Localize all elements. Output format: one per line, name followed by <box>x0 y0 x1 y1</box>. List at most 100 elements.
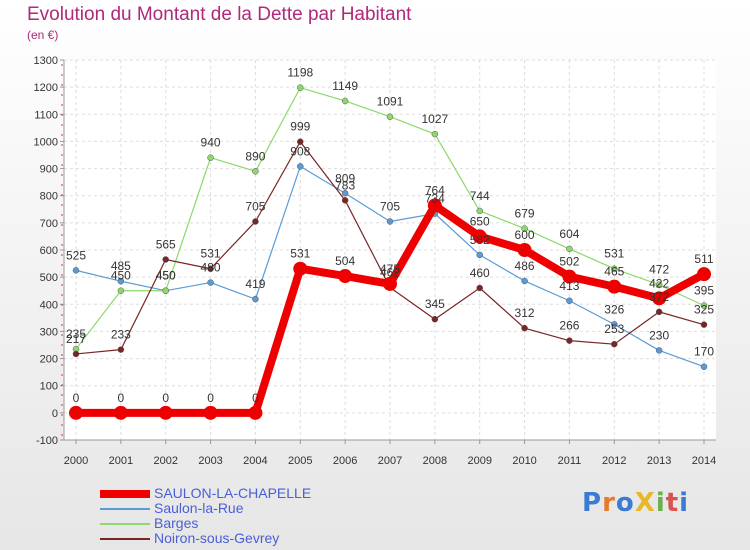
data-point <box>611 265 618 272</box>
x-tick-label: 2007 <box>378 455 402 467</box>
data-point <box>113 405 128 420</box>
data-label: 940 <box>201 136 221 150</box>
data-label: 395 <box>694 284 714 298</box>
data-point <box>338 269 353 284</box>
y-tick-label: 300 <box>40 326 58 338</box>
proxiti-logo: ProXiti <box>582 488 689 518</box>
data-label: 462 <box>380 265 400 279</box>
data-point <box>117 277 125 285</box>
data-point <box>517 243 532 257</box>
legend-swatch-noiron-sous-gevrey <box>100 537 150 540</box>
data-label: 679 <box>515 207 535 221</box>
data-label: 0 <box>118 391 125 405</box>
data-label: 450 <box>111 269 131 283</box>
x-tick-label: 2002 <box>153 455 177 467</box>
data-point <box>386 218 394 225</box>
data-point <box>476 207 483 215</box>
data-point <box>162 256 169 263</box>
data-point <box>521 225 528 232</box>
data-label: 486 <box>515 259 535 273</box>
data-point <box>607 279 622 294</box>
data-point <box>158 405 173 420</box>
x-tick-label: 2000 <box>64 455 88 467</box>
y-tick-label: 200 <box>40 354 58 366</box>
data-label: 600 <box>515 228 535 242</box>
logo-letter: P <box>582 488 603 518</box>
y-tick-label: 100 <box>40 381 58 393</box>
data-label: 511 <box>694 252 713 266</box>
data-label: 266 <box>559 319 579 333</box>
data-point <box>248 405 263 420</box>
data-label: 531 <box>201 247 221 261</box>
series-saulon-la-chapelle <box>69 198 711 420</box>
data-point <box>566 245 573 253</box>
data-label: 230 <box>649 328 669 342</box>
y-tick-label: 800 <box>40 191 58 203</box>
chart-subtitle: (en €) <box>27 28 59 42</box>
data-point <box>207 279 214 286</box>
y-tick-label: 900 <box>40 164 58 176</box>
data-label: 531 <box>290 247 310 261</box>
y-tick-label: 700 <box>40 218 58 230</box>
logo-letter: X <box>634 488 656 518</box>
data-point <box>611 321 618 328</box>
data-point <box>252 295 259 303</box>
data-label: 372 <box>649 290 669 304</box>
legend-label: Saulon-la-Rue <box>154 500 244 516</box>
data-label: 504 <box>335 254 355 268</box>
data-point <box>341 197 349 204</box>
x-tick-label: 2014 <box>692 455 716 467</box>
data-point <box>431 130 439 138</box>
data-label: 485 <box>111 259 131 273</box>
data-label: 908 <box>290 144 310 158</box>
data-point <box>162 287 169 294</box>
data-label: 705 <box>245 200 265 214</box>
data-label: 345 <box>425 297 445 311</box>
data-point <box>383 276 397 291</box>
legend-label: Noiron-sous-Gevrey <box>154 530 280 546</box>
data-label: 531 <box>604 247 624 261</box>
data-label: 325 <box>694 303 714 317</box>
data-label: 705 <box>380 200 400 214</box>
data-label: 764 <box>425 183 445 197</box>
y-tick-label: 600 <box>40 245 58 257</box>
data-label: 422 <box>649 276 669 290</box>
data-point <box>117 287 125 294</box>
y-tick-label: 1100 <box>34 109 58 121</box>
x-tick-label: 2004 <box>243 455 267 467</box>
data-point <box>72 350 80 358</box>
data-point <box>697 267 711 282</box>
legend-label: Barges <box>154 515 199 531</box>
data-label: 809 <box>335 171 355 185</box>
data-point <box>341 97 349 105</box>
logo-letter: o <box>615 488 635 518</box>
y-tick-label: 1000 <box>34 136 58 148</box>
x-tick-label: 2013 <box>647 455 671 467</box>
data-point <box>297 84 304 91</box>
data-point <box>69 405 83 420</box>
data-point <box>476 251 483 259</box>
data-label: 502 <box>559 255 579 269</box>
data-point <box>252 168 259 175</box>
data-label: 734 <box>425 192 445 206</box>
data-label: 582 <box>470 233 490 247</box>
y-tick-label: 1300 <box>34 55 58 67</box>
y-tick-label: 400 <box>40 299 58 311</box>
x-tick-label: 2012 <box>602 455 626 467</box>
data-point <box>72 267 80 274</box>
x-tick-label: 2005 <box>288 455 312 467</box>
data-point <box>655 281 663 288</box>
data-label: 0 <box>207 391 214 405</box>
data-point <box>566 297 573 305</box>
data-label: 413 <box>559 279 579 293</box>
legend-label: SAULON-LA-CHAPELLE <box>154 485 312 501</box>
legend-swatch-barges <box>100 522 150 525</box>
data-point <box>252 218 259 225</box>
data-label: 217 <box>66 332 86 346</box>
data-label: 525 <box>66 248 86 262</box>
data-point <box>700 321 708 328</box>
data-point <box>652 291 667 306</box>
data-point <box>700 302 708 309</box>
logo-letter: i <box>679 488 690 518</box>
